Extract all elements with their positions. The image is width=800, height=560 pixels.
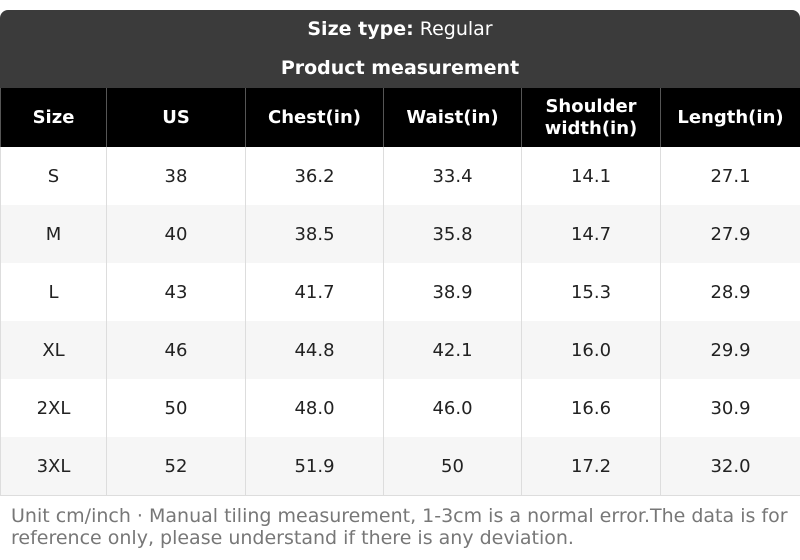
table-cell: 3XL [0,437,106,495]
table-cell: 2XL [0,379,106,437]
table-cell: 38.9 [383,263,521,321]
table-cell: 27.9 [660,205,800,263]
table-cell: 46 [106,321,245,379]
table-cell: 16.0 [521,321,660,379]
table-cell: 46.0 [383,379,521,437]
table-cell: 27.1 [660,147,800,205]
table-cell: 15.3 [521,263,660,321]
table-cell: 29.9 [660,321,800,379]
table-cell: 16.6 [521,379,660,437]
size-type-label: Size type: [307,18,414,40]
table-cell: 36.2 [245,147,383,205]
table-cell: XL [0,321,106,379]
table-cell: 14.7 [521,205,660,263]
column-header: US [106,88,245,147]
table-cell: 17.2 [521,437,660,495]
column-header: Waist(in) [383,88,521,147]
table-cell: 38 [106,147,245,205]
table-cell: 48.0 [245,379,383,437]
table-cell: L [0,263,106,321]
table-cell: 30.9 [660,379,800,437]
column-header: Length(in) [660,88,800,147]
header: Size type: Regular Product measurement [0,10,800,88]
table-cell: 42.1 [383,321,521,379]
table-cell: 28.9 [660,263,800,321]
table-cell: 44.8 [245,321,383,379]
table-cell: 43 [106,263,245,321]
table-cell: 41.7 [245,263,383,321]
table-cell: 50 [106,379,245,437]
table-cell: 32.0 [660,437,800,495]
column-header: Size [0,88,106,147]
table-cell: 38.5 [245,205,383,263]
table-cell: 35.8 [383,205,521,263]
column-header: Chest(in) [245,88,383,147]
table-cell: 52 [106,437,245,495]
column-header: Shoulder width(in) [521,88,660,147]
table-cell: 14.1 [521,147,660,205]
table-cell: S [0,147,106,205]
size-table: Size US Chest(in) Waist(in) Shoulder width(i… [0,88,800,496]
size-type: Size type: Regular [0,18,800,40]
table-cell: 33.4 [383,147,521,205]
table-cell: M [0,205,106,263]
table-cell: 40 [106,205,245,263]
subtitle: Product measurement [280,57,520,79]
size-type-value: Regular [419,18,493,40]
footnote: Unit cm/inch · Manual tiling measurement… [11,505,788,549]
table-cell: 50 [383,437,521,495]
table-cell: 51.9 [245,437,383,495]
